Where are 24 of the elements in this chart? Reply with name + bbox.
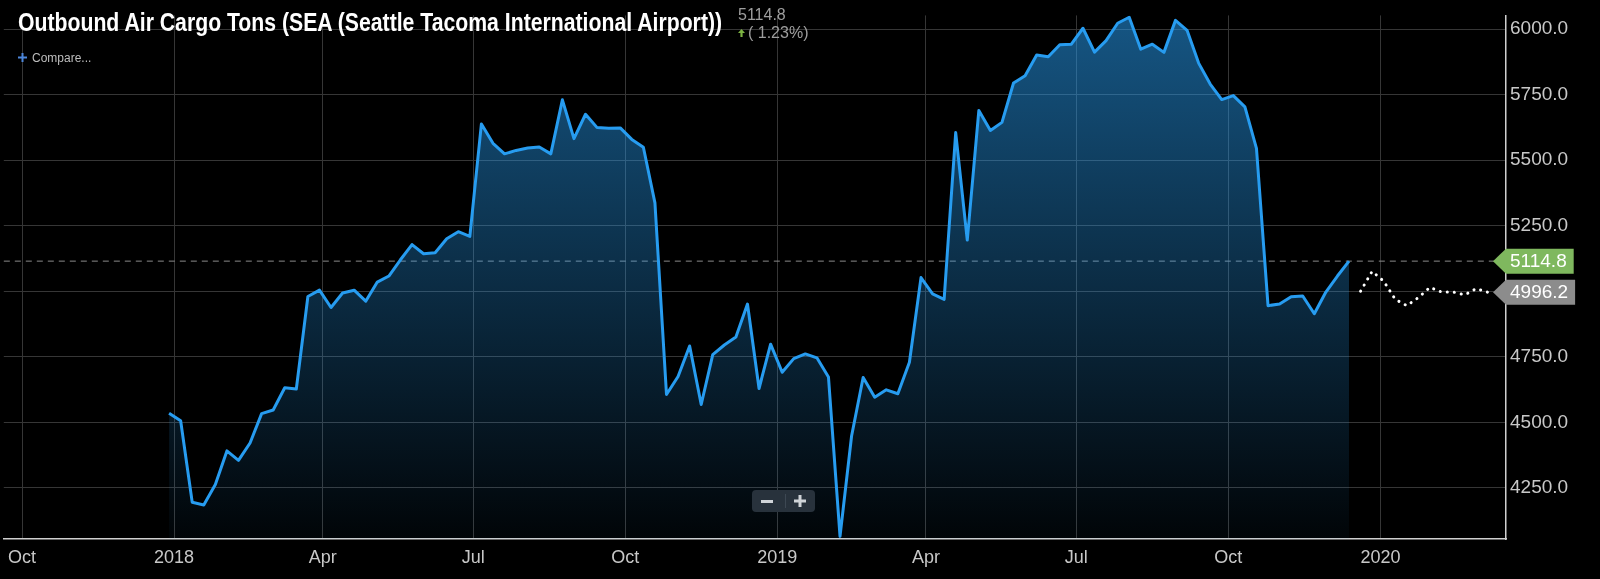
y-tick-label: 5500.0	[1510, 148, 1569, 170]
x-tick-label: Oct	[1214, 546, 1243, 567]
x-tick-label: Oct	[7, 546, 37, 567]
annotation: ( 1.23%)	[748, 24, 809, 42]
data-label: 4996.2	[1510, 281, 1569, 303]
x-tick-label: 2018	[154, 546, 195, 567]
y-tick-label: 6000.0	[1510, 17, 1569, 39]
x-tick-label: Jul	[1064, 546, 1088, 567]
x-tick-label: Jul	[461, 546, 485, 567]
x-tick-label: 2019	[757, 546, 798, 567]
y-tick-label: 4750.0	[1510, 345, 1569, 367]
y-tick-label: 5750.0	[1510, 82, 1569, 104]
y-tick-label: 4500.0	[1510, 410, 1569, 432]
x-tick-label: 2020	[1360, 546, 1401, 567]
y-tick-label: 5250.0	[1510, 213, 1569, 235]
x-tick-label: Apr	[911, 546, 940, 567]
x-tick-label: Apr	[308, 546, 337, 567]
y-tick-label: 4250.0	[1510, 476, 1569, 498]
ref-line-label: 5114.8	[1510, 250, 1567, 272]
annotation: Compare...	[32, 51, 92, 65]
line-series	[1359, 269, 1490, 308]
chart-title: Outbound Air Cargo Tons (SEA (Seattle Tacoma International Airport))	[18, 7, 723, 37]
annotation: 5114.8	[738, 6, 786, 24]
x-tick-label: Oct	[611, 546, 640, 567]
